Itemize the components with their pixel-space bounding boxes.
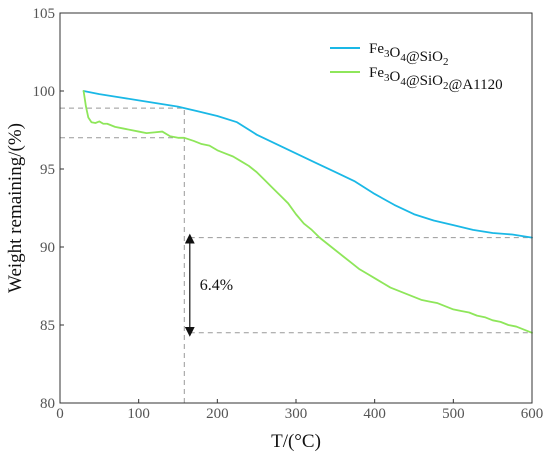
x-tick-label: 600 — [521, 406, 544, 422]
y-axis-title: Weight remaining/(%) — [5, 123, 26, 293]
y-tick-label: 85 — [40, 318, 55, 334]
series-line-1 — [82, 90, 533, 334]
axis-ticks: 0 100 200 300 400 500 600 80 85 90 95 100 105 — [33, 6, 544, 422]
difference-label: 6.4% — [200, 277, 233, 294]
y-tick-label: 100 — [33, 84, 56, 100]
x-tick-label: 500 — [442, 406, 465, 422]
x-tick-label: 100 — [127, 406, 150, 422]
plot-frame — [59, 12, 533, 404]
series-layer — [82, 90, 533, 334]
legend-label-1: Fe3O4@SiO2@A1120 — [369, 65, 503, 93]
legend-label-0: Fe3O4@SiO2 — [369, 41, 449, 68]
y-tick-label: 95 — [40, 162, 55, 178]
y-tick-label: 105 — [33, 6, 56, 22]
reference-lines — [60, 107, 532, 403]
y-tick-label: 90 — [40, 240, 55, 256]
x-tick-label: 400 — [363, 406, 386, 422]
x-tick-label: 300 — [285, 406, 308, 422]
y-tick-label: 80 — [40, 396, 55, 412]
x-tick-label: 0 — [56, 406, 64, 422]
x-tick-label: 200 — [206, 406, 229, 422]
x-axis-title: T/(°C) — [271, 431, 321, 452]
series-line-0 — [82, 90, 533, 239]
annotation: 6.4% — [184, 233, 233, 337]
